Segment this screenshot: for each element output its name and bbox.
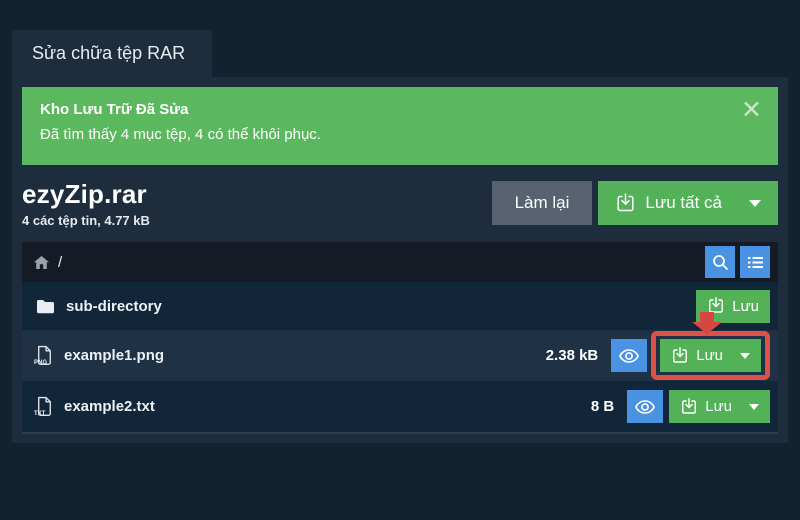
archive-header: ezyZip.rar 4 các tệp tin, 4.77 kB Làm lạ… <box>22 179 778 228</box>
list-icon <box>747 256 763 269</box>
breadcrumb-path[interactable]: / <box>34 254 62 271</box>
save-file-button[interactable]: Lưu <box>669 390 770 423</box>
eye-icon <box>619 348 640 364</box>
close-icon[interactable]: ✕ <box>741 96 762 124</box>
file-type-label: TXT <box>34 411 46 417</box>
save-label: Lưu <box>732 297 759 315</box>
tab-repair-rar[interactable]: Sửa chữa tệp RAR <box>12 30 212 77</box>
table-row-example1[interactable]: PNG example1.png 2.38 kB <box>22 312 778 381</box>
file-size: 2.38 kB <box>545 347 599 364</box>
preview-button[interactable] <box>627 390 664 423</box>
breadcrumb-tools <box>705 246 770 278</box>
archive-title-block: ezyZip.rar 4 các tệp tin, 4.77 kB <box>22 179 150 228</box>
download-icon <box>671 346 689 365</box>
download-icon <box>615 192 636 214</box>
home-icon[interactable] <box>34 255 49 269</box>
file-name[interactable]: example1.png <box>64 347 165 364</box>
save-label: Lưu <box>696 347 723 364</box>
redo-button[interactable]: Làm lại <box>491 181 593 225</box>
search-button[interactable] <box>705 246 735 278</box>
save-all-button[interactable]: Lưu tất cả <box>598 181 778 225</box>
chevron-down-icon[interactable] <box>749 199 761 207</box>
chevron-down-icon[interactable] <box>749 403 759 410</box>
header-actions: Làm lại Lưu tất cả <box>491 181 778 225</box>
table-row-subdirectory[interactable]: sub-directory Lưu <box>22 282 778 330</box>
download-icon <box>707 297 725 315</box>
file-txt-icon: TXT <box>34 396 53 417</box>
success-banner: Kho Lưu Trữ Đã Sửa Đã tìm thấy 4 mục tệp… <box>22 87 778 165</box>
file-png-icon: PNG <box>34 345 53 366</box>
list-view-button[interactable] <box>740 246 770 278</box>
search-icon <box>712 254 729 271</box>
chevron-down-icon[interactable] <box>740 352 750 359</box>
repair-panel: Kho Lưu Trữ Đã Sửa Đã tìm thấy 4 mục tệp… <box>12 77 788 443</box>
breadcrumb: / <box>22 242 778 282</box>
redo-label: Làm lại <box>514 193 570 212</box>
save-label: Lưu <box>705 398 732 415</box>
breadcrumb-separator: / <box>58 253 63 271</box>
tutorial-highlight-box: Lưu <box>651 312 770 380</box>
tab-label: Sửa chữa tệp RAR <box>32 43 186 63</box>
folder-icon <box>36 299 55 314</box>
eye-icon <box>635 399 656 415</box>
file-table: / <box>22 242 778 434</box>
file-name[interactable]: example2.txt <box>64 398 155 415</box>
tutorial-arrow-down-icon <box>689 312 725 334</box>
banner-message: Đã tìm thấy 4 mục tệp, 4 có thể khôi phụ… <box>40 126 321 143</box>
folder-name[interactable]: sub-directory <box>66 297 162 315</box>
file-type-label: PNG <box>34 360 48 366</box>
preview-button[interactable] <box>611 339 648 372</box>
table-row-example2[interactable]: TXT example2.txt 8 B <box>22 381 778 432</box>
download-icon <box>680 397 698 416</box>
archive-meta: 4 các tệp tin, 4.77 kB <box>22 212 150 228</box>
save-all-label: Lưu tất cả <box>645 193 722 212</box>
archive-name: ezyZip.rar <box>22 178 147 209</box>
banner-title: Kho Lưu Trữ Đã Sửa <box>40 101 189 118</box>
file-size: 8 B <box>590 398 615 415</box>
save-file-button[interactable]: Lưu <box>660 339 761 372</box>
